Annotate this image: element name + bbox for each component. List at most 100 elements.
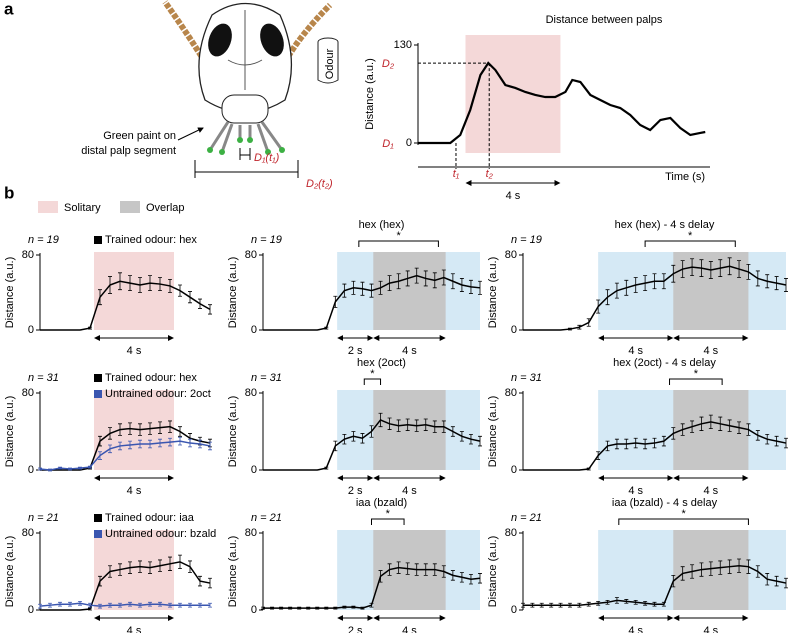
y-tick-label: 80 [245,527,257,539]
line [39,440,211,471]
y-tick-label: 0 [251,464,257,476]
legend-swatch [120,201,140,213]
eye [208,23,232,57]
y-tick-label: 80 [22,249,34,261]
y-tick-label: 0 [406,137,412,149]
line [523,265,787,331]
significance-bracket [358,240,439,247]
n-label: n = 21 [28,512,59,524]
guide-label: t₁ [453,168,460,180]
shade [94,390,174,470]
chart-title: iaa (bzald) - 4 s delay [612,497,718,509]
chart-title: hex (hex) - 4 s delay [615,219,715,231]
y-tick-label: 0 [251,324,257,336]
legend-swatch [94,236,102,244]
paint [219,149,225,155]
y-tick-label: 80 [245,249,257,261]
error-bar [478,435,482,447]
pointer [177,127,204,141]
y-tick-label: 80 [505,387,517,399]
legend-swatch [94,374,102,382]
paint [237,137,243,143]
duration-label: 2 s [348,345,363,357]
legend-label: Untrained odour: 2oct [105,388,211,400]
chart-title: Distance between palps [546,14,663,26]
n-label: n = 19 [28,234,59,246]
guide-label: t₂ [486,168,494,180]
error-bar [208,304,212,315]
significance-label: * [694,368,699,380]
duration-label: 2 s [348,625,363,633]
duration-label: 4 s [628,625,643,633]
significance-bracket [363,378,382,385]
duration-label: 4 s [704,485,719,497]
legend-label: Solitary [64,202,101,214]
y-tick-label: 0 [28,324,34,336]
duration-label: 4 s [127,485,142,497]
significance-bracket [644,240,736,247]
y-axis-label: Distance (a.u.) [4,257,16,329]
eye [260,23,284,57]
panel-label: b [4,183,14,202]
shade [373,390,446,470]
y-tick-label: 0 [251,604,257,616]
n-label: n = 21 [251,512,282,524]
shade [465,35,561,153]
legend-label: Overlap [146,202,185,214]
legend-swatch [94,390,102,398]
annotation: distal palp segment [81,145,176,157]
y-tick-label: 0 [28,604,34,616]
duration-label: 4 s [506,190,521,202]
paint [265,149,271,155]
y-tick-label: 80 [505,527,517,539]
duration-label: 2 s [348,485,363,497]
line [523,421,787,471]
y-axis-label: Distance (a.u.) [4,536,16,608]
y-tick-label: 130 [394,39,412,51]
antenna [162,0,208,64]
palps [208,121,284,153]
d2-measure [194,160,299,178]
shade [94,530,174,610]
significance-bracket [618,518,749,525]
y-tick-label: 0 [511,464,517,476]
guide-label: D₂ [382,58,395,70]
y-tick-label: 0 [511,604,517,616]
significance-label: * [386,508,391,520]
duration-label: 4 s [402,625,417,633]
y-axis-label: Distance (a.u.) [227,396,239,468]
y-tick-label: 80 [505,249,517,261]
chart-title: iaa (bzald) [356,497,407,509]
legend-label: Untrained odour: bzald [105,528,216,540]
error-bar [784,278,788,292]
line [40,561,211,611]
y-axis-label: Distance (a.u.) [487,396,499,468]
legend-swatch [94,530,102,538]
y-axis-label: Distance (a.u.) [487,257,499,329]
duration-label: 4 s [402,485,417,497]
head-suture [227,10,263,90]
y-tick-label: 0 [28,464,34,476]
x-axis-label: Time (s) [665,171,705,183]
legend-label: Trained odour: iaa [105,512,195,524]
duration-label: 4 s [127,625,142,633]
significance-label: * [681,508,686,520]
n-label: n = 31 [28,372,59,384]
y-axis-label: Distance (a.u.) [227,257,239,329]
y-tick-label: 80 [22,387,34,399]
d2-label: D₂(t₂) [306,178,333,190]
chart-title: hex (2oct) - 4 s delay [613,357,716,369]
chart-title: hex (2oct) [357,357,406,369]
annotation: Green paint on [103,130,176,142]
line [263,274,481,331]
y-axis-label: Distance (a.u.) [4,396,16,468]
duration-label: 4 s [402,345,417,357]
y-axis-label: Distance (a.u.) [487,536,499,608]
significance-bracket [371,518,405,525]
legend-label: Trained odour: hex [105,372,197,384]
duration-label: 4 s [704,625,719,633]
legend-swatch [38,201,58,213]
y-tick-label: 0 [511,324,517,336]
y-tick-label: 80 [245,387,257,399]
